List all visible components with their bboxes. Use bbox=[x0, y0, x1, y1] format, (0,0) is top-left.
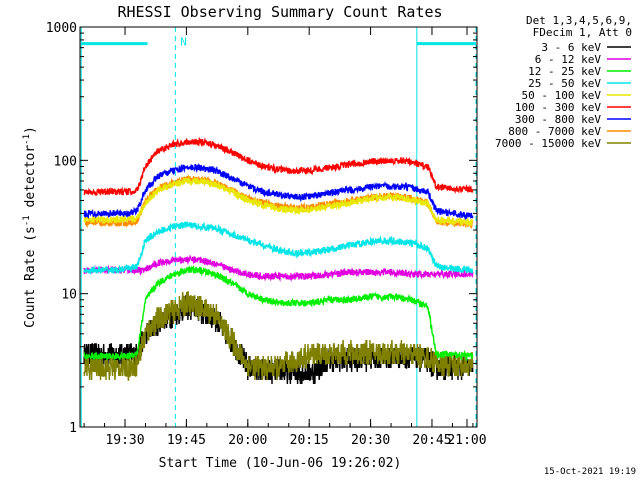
x-tick-label-0: 19:30 bbox=[105, 433, 144, 448]
annotation-label-n: N bbox=[180, 35, 187, 48]
series-6-12kev bbox=[83, 254, 474, 283]
series-line-4 bbox=[83, 176, 474, 228]
series-12-25kev bbox=[83, 264, 474, 362]
series-300-800kev bbox=[83, 163, 474, 221]
legend-label-3: 25 - 50 keV bbox=[528, 77, 601, 90]
legend-label-7: 800 - 7000 keV bbox=[508, 125, 601, 138]
series-line-2 bbox=[83, 264, 474, 362]
x-axis-label: Start Time (10-Jun-06 19:26:02) bbox=[159, 456, 402, 471]
y-axis-label-mid: detector bbox=[23, 145, 38, 216]
y-tick-label-2: 100 bbox=[54, 154, 77, 169]
legend-label-1: 6 - 12 keV bbox=[535, 53, 602, 66]
series-line-6 bbox=[83, 163, 474, 221]
plot-frame bbox=[79, 26, 478, 428]
series-layer bbox=[83, 136, 474, 385]
legend-label-4: 50 - 100 keV bbox=[522, 89, 602, 102]
series-line-8 bbox=[83, 291, 474, 381]
x-tick-label-1: 19:45 bbox=[167, 433, 206, 448]
y-tick-label-1: 10 bbox=[61, 288, 77, 303]
y-tick-label-0: 1 bbox=[69, 421, 77, 436]
timestamp: 15-Oct-2021 19:19 bbox=[544, 467, 636, 477]
annotation-layer: N bbox=[80, 27, 477, 427]
series-line-3 bbox=[83, 221, 474, 275]
y-axis-label-group: Count Rate (s-1 detector-1) bbox=[22, 126, 38, 328]
series-50-100kev bbox=[83, 176, 474, 228]
x-tick-label-5: 20:45 bbox=[412, 433, 451, 448]
series-line-5 bbox=[83, 136, 474, 197]
x-tick-label-2: 20:00 bbox=[228, 433, 267, 448]
y-axis-label-prefix: Count Rate (s bbox=[23, 226, 38, 328]
series-7000-15000kev bbox=[83, 291, 474, 381]
legend-label-0: 3 - 6 keV bbox=[541, 41, 601, 54]
legend-header-0: Det 1,3,4,5,6,9, bbox=[526, 14, 632, 27]
series-100-300kev bbox=[83, 136, 474, 197]
y-axis-label-sup1: -1 bbox=[22, 215, 32, 226]
legend-label-8: 7000 - 15000 keV bbox=[495, 137, 601, 150]
legend: Det 1,3,4,5,6,9,FDecim 1, Att 0 3 - 6 keV… bbox=[495, 14, 632, 150]
series-line-1 bbox=[83, 254, 474, 283]
x-tick-label-3: 20:15 bbox=[290, 433, 329, 448]
chart-title: RHESSI Observing Summary Count Rates bbox=[117, 3, 442, 21]
y-tick-label-3: 1000 bbox=[46, 21, 77, 36]
series-25-50kev bbox=[83, 221, 474, 275]
legend-header-1: FDecim 1, Att 0 bbox=[533, 26, 632, 39]
y-axis-label-sup2: -1 bbox=[22, 134, 32, 145]
y-axis-label: Count Rate (s-1 detector-1) bbox=[22, 126, 38, 328]
legend-label-6: 300 - 800 keV bbox=[515, 113, 601, 126]
y-axis-label-suffix: ) bbox=[23, 126, 38, 134]
legend-label-2: 12 - 25 keV bbox=[528, 65, 601, 78]
x-tick-label-6: 21:00 bbox=[447, 433, 486, 448]
legend-label-5: 100 - 300 keV bbox=[515, 101, 601, 114]
x-tick-label-4: 20:30 bbox=[351, 433, 390, 448]
